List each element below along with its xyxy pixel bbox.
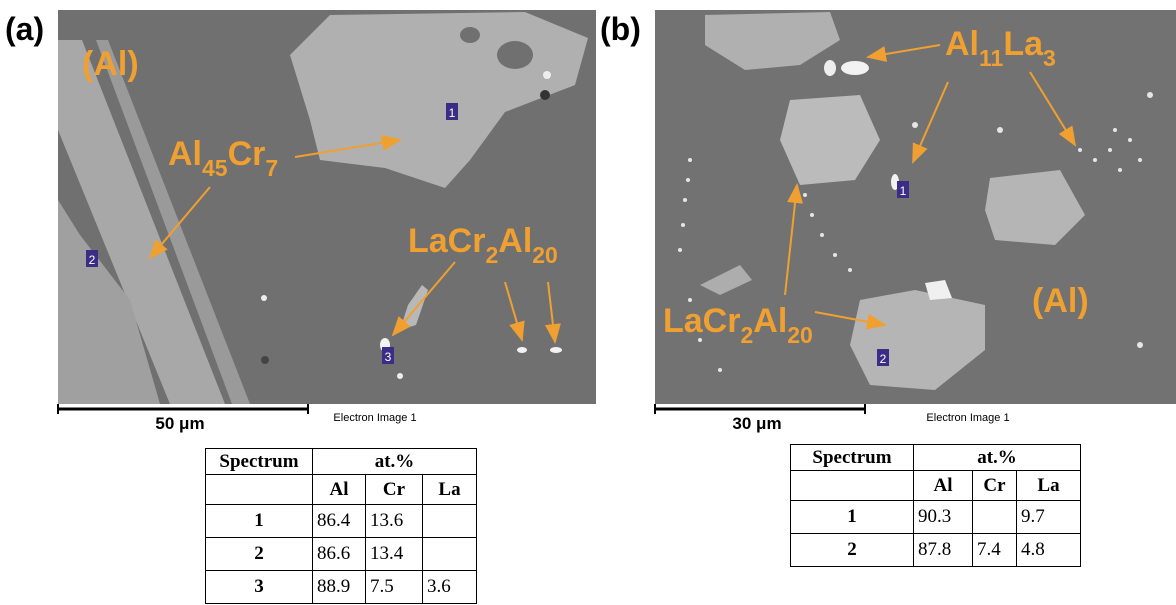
element-header: Cr [366, 475, 423, 505]
element-header: La [423, 475, 477, 505]
subscript: 20 [787, 322, 813, 348]
phase-text: LaCr [663, 302, 740, 340]
spectrum-cell: 3 [206, 571, 313, 604]
value-cell: 13.4 [366, 538, 423, 571]
value-cell: 90.3 [914, 501, 973, 534]
element-header: La [1017, 471, 1081, 501]
spectrum-number: 1 [900, 184, 907, 198]
value-cell: 88.9 [313, 571, 366, 604]
spectrum-number: 2 [880, 352, 887, 366]
spectrum-cell: 1 [791, 501, 914, 534]
value-cell: 7.5 [366, 571, 423, 604]
phase-text: Cr [228, 135, 266, 173]
value-cell: 7.4 [973, 534, 1017, 567]
panel-label: (a) [5, 11, 44, 47]
sem-image-a [58, 10, 596, 404]
scale-bar-label: 50 μm [155, 414, 204, 433]
scale-bar-label: 30 μm [732, 414, 781, 433]
header-cell: Spectrum [791, 445, 914, 471]
spectrum-cell: 1 [206, 505, 313, 538]
value-cell: 4.8 [1017, 534, 1081, 567]
value-cell: 87.8 [914, 534, 973, 567]
image-caption: Electron Image 1 [333, 412, 416, 424]
phase-text: Al [945, 25, 979, 63]
spectrum-number: 3 [385, 350, 392, 364]
header-cell: at.% [313, 449, 477, 475]
figure: (a)(Al)Al45Cr7LaCr2Al2012350 μmElectron … [0, 0, 1176, 605]
element-header: Al [313, 475, 366, 505]
empty-cell [973, 501, 1017, 534]
phase-text: (Al) [1032, 282, 1089, 320]
element-header: Cr [973, 471, 1017, 501]
spectrum-cell: 2 [206, 538, 313, 571]
subscript: 7 [265, 155, 278, 181]
header-cell [791, 471, 914, 501]
value-cell: 13.6 [366, 505, 423, 538]
empty-cell [423, 538, 477, 571]
value-cell: 86.6 [313, 538, 366, 571]
value-cell: 9.7 [1017, 501, 1081, 534]
empty-cell [423, 505, 477, 538]
phase-text: Al [753, 302, 787, 340]
header-cell: Spectrum [206, 449, 313, 475]
spectrum-number: 1 [449, 106, 456, 120]
header-cell: at.% [914, 445, 1081, 471]
phase-text: (Al) [82, 45, 139, 83]
phase-text: Al [498, 222, 532, 260]
subscript: 2 [485, 242, 498, 268]
value-cell: 86.4 [313, 505, 366, 538]
subscript: 2 [740, 322, 753, 348]
element-header: Al [914, 471, 973, 501]
header-cell [206, 475, 313, 505]
subscript: 11 [979, 45, 1004, 71]
phase-text: La [1003, 25, 1044, 63]
subscript: 3 [1043, 45, 1056, 71]
subscript: 20 [532, 242, 558, 268]
image-caption: Electron Image 1 [926, 412, 1009, 424]
phase-label: (Al) [1032, 282, 1089, 320]
subscript: 45 [202, 155, 228, 181]
value-cell: 3.6 [423, 571, 477, 604]
phase-text: Al [168, 135, 202, 173]
phase-label: (Al) [82, 45, 139, 83]
spectrum-cell: 2 [791, 534, 914, 567]
sem-image-b [655, 10, 1176, 404]
spectrum-number: 2 [89, 253, 96, 267]
panel-label: (b) [600, 11, 641, 47]
phase-text: LaCr [408, 222, 485, 260]
